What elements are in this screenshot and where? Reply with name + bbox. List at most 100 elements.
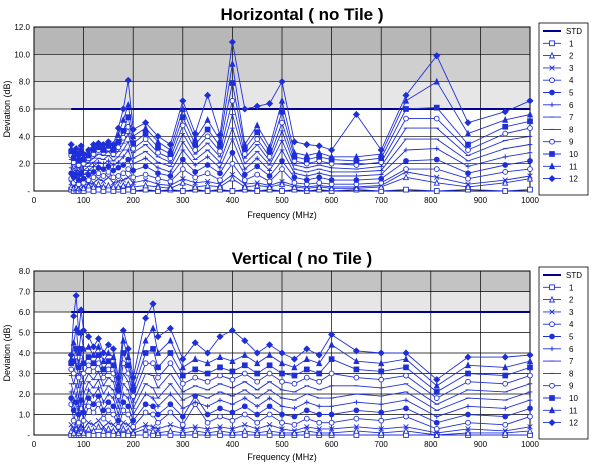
- x-tick-label: 400: [226, 440, 240, 449]
- data-point: [527, 150, 533, 156]
- data-point: [167, 422, 174, 428]
- legend-entry: 3: [569, 308, 574, 317]
- data-point: [67, 140, 75, 149]
- data-point: [130, 174, 137, 181]
- legend-marker: [549, 65, 555, 71]
- data-point: [402, 96, 410, 104]
- data-point: [502, 363, 509, 371]
- data-point: [130, 180, 136, 186]
- data-point: [502, 123, 509, 130]
- data-point: [90, 368, 97, 375]
- data-point: [129, 374, 137, 382]
- data-point: [154, 137, 162, 145]
- data-point: [316, 174, 323, 181]
- data-point: [115, 423, 122, 430]
- data-point: [378, 368, 385, 375]
- data-point: [179, 421, 186, 428]
- data-point: [125, 174, 131, 181]
- data-point: [279, 370, 285, 377]
- series-12: [67, 38, 534, 160]
- data-point: [353, 415, 360, 422]
- data-point: [167, 184, 174, 192]
- data-point: [502, 177, 508, 183]
- data-point: [155, 181, 161, 187]
- data-point: [115, 412, 121, 417]
- data-point: [85, 395, 92, 401]
- data-point: [526, 97, 534, 105]
- data-point: [352, 110, 360, 119]
- legend-marker: [548, 162, 556, 170]
- data-point: [125, 427, 132, 434]
- data-point: [167, 336, 174, 344]
- data-point: [94, 335, 103, 343]
- data-point: [304, 424, 310, 430]
- data-point: [229, 149, 236, 156]
- data-point: [278, 96, 286, 104]
- x-tick-label: 100: [77, 440, 91, 449]
- data-point: [254, 180, 260, 186]
- data-point: [230, 136, 235, 142]
- legend-marker: [548, 406, 556, 414]
- data-point: [125, 101, 132, 108]
- data-point: [501, 108, 509, 116]
- data-point: [502, 421, 509, 428]
- data-point: [316, 170, 322, 176]
- data-point: [433, 156, 440, 163]
- data-point: [254, 121, 261, 129]
- data-point: [192, 424, 198, 430]
- data-point: [75, 419, 82, 426]
- legend-marker: [549, 40, 555, 47]
- y-tick-label: 6.0: [19, 105, 31, 114]
- data-point: [527, 372, 533, 379]
- chart-0: Horizontal ( no Tile ) - 2.0 4.0 6.0 8.0 10.0 1…: [2, 5, 589, 220]
- data-point: [180, 426, 186, 432]
- data-point: [96, 385, 101, 391]
- legend-marker: [549, 382, 555, 389]
- data-point: [85, 333, 93, 341]
- x-tick-label: 0: [32, 440, 37, 449]
- legend-entry: 4: [569, 76, 574, 85]
- data-point: [119, 326, 127, 334]
- data-point: [115, 183, 122, 190]
- data-point: [217, 177, 223, 183]
- data-point: [229, 429, 236, 436]
- data-point: [154, 132, 162, 140]
- x-tick-label: 900: [474, 440, 488, 449]
- data-point: [130, 423, 137, 430]
- legend-entry: 5: [569, 89, 574, 98]
- data-point: [179, 429, 186, 436]
- x-tick-label: 100: [77, 196, 91, 205]
- data-point: [99, 140, 107, 149]
- data-point: [433, 104, 440, 111]
- data-point: [217, 143, 223, 149]
- data-point: [267, 168, 272, 173]
- data-point: [85, 403, 92, 410]
- legend-entry: STD: [566, 27, 582, 36]
- data-point: [90, 174, 97, 181]
- data-point: [80, 150, 88, 158]
- x-tick-label: 600: [325, 196, 339, 205]
- data-point: [70, 429, 77, 436]
- data-point: [71, 399, 77, 405]
- data-point: [242, 395, 248, 401]
- legend-entry: 1: [569, 283, 574, 292]
- data-point: [464, 361, 472, 369]
- data-point: [179, 413, 186, 420]
- data-point: [85, 181, 92, 187]
- data-point: [105, 181, 112, 189]
- data-point: [279, 147, 285, 153]
- data-point: [204, 178, 211, 185]
- data-point: [378, 429, 385, 436]
- data-point: [502, 162, 509, 168]
- data-point: [179, 156, 186, 163]
- y-tick-label: 4.0: [19, 349, 31, 358]
- legend-marker: [549, 77, 555, 84]
- data-point: [85, 146, 93, 154]
- data-point: [241, 370, 248, 377]
- legend-entry: STD: [566, 271, 582, 280]
- data-point: [354, 173, 359, 179]
- data-point: [464, 183, 472, 190]
- data-point: [68, 355, 75, 362]
- data-point: [115, 379, 122, 387]
- x-tick-label: 500: [275, 196, 289, 205]
